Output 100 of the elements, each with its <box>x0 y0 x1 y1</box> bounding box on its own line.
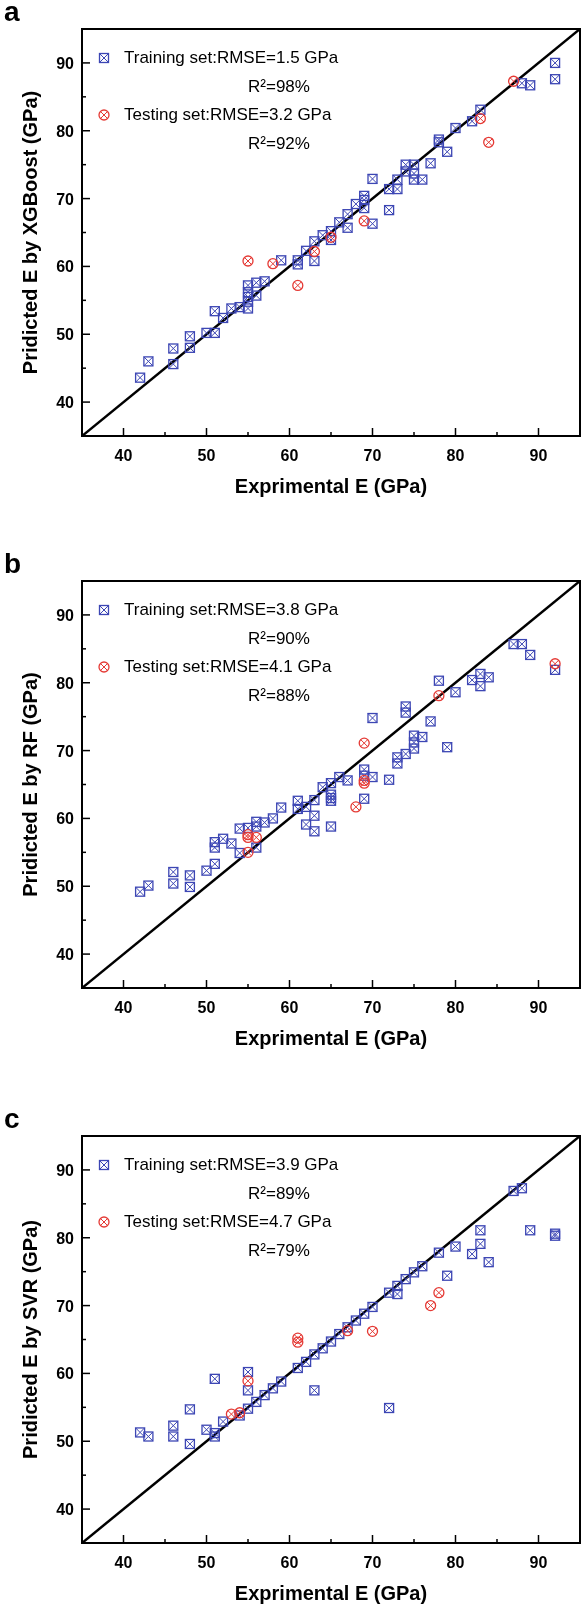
point <box>267 258 279 270</box>
point <box>217 1416 229 1427</box>
point <box>350 198 362 210</box>
y-tick-label: 50 <box>56 326 75 344</box>
y-tick-label: 80 <box>56 1229 75 1247</box>
point <box>168 343 179 354</box>
x-tick-label: 50 <box>197 1554 216 1571</box>
point <box>475 1238 486 1250</box>
x-axis-title: Exprimental E (GPa) <box>234 475 428 497</box>
point <box>134 372 146 383</box>
point <box>276 1376 287 1387</box>
point <box>217 312 229 324</box>
y-tick-label: 50 <box>56 878 75 896</box>
point <box>250 831 262 844</box>
legend-label: Training set:RMSE=1.5 GPa R²=98% <box>124 48 339 96</box>
point <box>251 277 262 288</box>
point <box>383 204 395 216</box>
point <box>359 1308 370 1319</box>
point <box>242 1385 254 1396</box>
y-tick-label: 40 <box>56 946 75 964</box>
y-tick-label: 70 <box>56 742 75 760</box>
point <box>242 1375 254 1387</box>
point <box>143 1431 154 1442</box>
point <box>525 80 536 91</box>
point <box>309 1385 320 1396</box>
point <box>450 122 461 134</box>
point <box>242 1403 254 1414</box>
y-tick-label: 80 <box>56 674 75 692</box>
y-tick-label: 90 <box>56 606 75 624</box>
y-tick-label: 50 <box>56 1433 75 1451</box>
point <box>300 1356 312 1368</box>
point <box>549 658 561 670</box>
x-tick-label: 40 <box>114 999 133 1016</box>
point <box>433 1247 445 1258</box>
point <box>342 222 353 233</box>
point <box>383 1402 395 1414</box>
legend-label: Training set:RMSE=3.8 GPa R²=90% <box>124 600 339 648</box>
point <box>300 245 312 256</box>
x-tick-label: 80 <box>446 999 465 1016</box>
y-axis-title: Pridicted E by RF (GPa) <box>19 672 41 897</box>
y-tick-label: 80 <box>56 122 75 140</box>
point <box>317 1343 328 1354</box>
y-tick-label: 70 <box>56 1297 75 1315</box>
point <box>358 215 370 227</box>
point <box>516 78 528 89</box>
point <box>309 236 320 247</box>
y-axis-title: Pridicted E by SVR (GPa) <box>19 1220 41 1459</box>
x-tick-label: 60 <box>280 1554 299 1571</box>
point <box>342 209 353 220</box>
point <box>292 1362 303 1374</box>
x-tick-label: 50 <box>197 999 216 1016</box>
point <box>276 255 287 266</box>
x-tick-label: 70 <box>363 447 382 464</box>
point <box>424 1299 437 1312</box>
point <box>259 276 270 287</box>
point <box>483 136 495 148</box>
point <box>309 255 320 267</box>
point <box>400 1273 411 1285</box>
point <box>425 158 436 169</box>
point <box>334 217 345 228</box>
x-tick-label: 40 <box>114 1554 133 1571</box>
point <box>516 1183 528 1194</box>
point <box>209 306 220 317</box>
point <box>483 1257 494 1268</box>
y-axis-title: Pridicted E by XGBoost (GPa) <box>19 90 41 375</box>
point <box>350 1315 362 1326</box>
point <box>334 1328 345 1340</box>
point <box>358 737 370 749</box>
point <box>251 1396 262 1408</box>
point <box>209 1373 220 1384</box>
y-tick-label: 90 <box>56 54 75 72</box>
x-tick-label: 40 <box>114 447 133 464</box>
point <box>417 1261 428 1272</box>
x-axis-title: Exprimental E (GPa) <box>234 1027 428 1049</box>
point <box>508 1185 519 1197</box>
point <box>367 173 378 185</box>
point <box>292 1336 304 1348</box>
point <box>242 255 254 267</box>
point <box>450 1241 461 1252</box>
point <box>350 801 362 813</box>
point <box>292 255 303 266</box>
point <box>383 1287 395 1298</box>
point <box>549 74 561 85</box>
chart-title: c <box>4 1103 20 1134</box>
chart-title: a <box>4 0 20 27</box>
point <box>466 116 478 127</box>
point <box>341 1325 354 1337</box>
point <box>367 218 378 229</box>
y-tick-label: 90 <box>56 1161 75 1179</box>
y-tick-label: 60 <box>56 810 75 828</box>
point <box>184 1438 196 1450</box>
x-tick-label: 50 <box>197 447 216 464</box>
point <box>474 112 487 125</box>
point <box>201 327 212 339</box>
x-axis-title: Exprimental E (GPa) <box>234 1582 428 1604</box>
point <box>267 1383 279 1394</box>
point <box>325 1336 337 1347</box>
point <box>442 146 453 157</box>
legend-label: Testing set:RMSE=4.1 GPa R²=88% <box>124 657 332 705</box>
point <box>292 1332 304 1344</box>
